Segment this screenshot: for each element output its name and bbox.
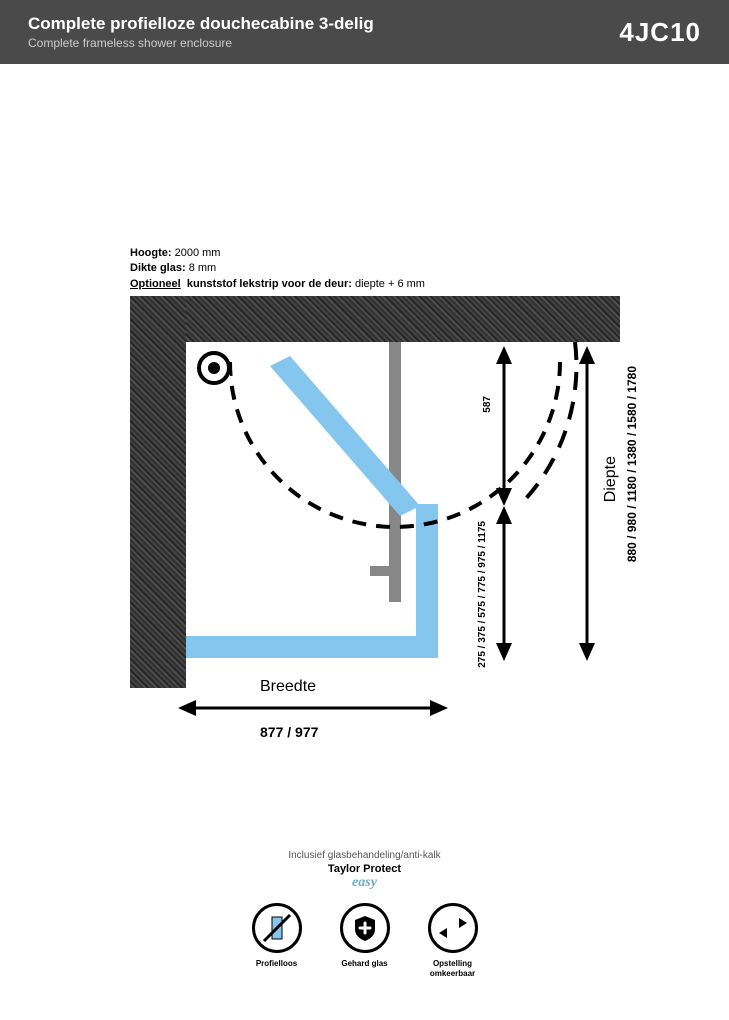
profileless-icon (252, 903, 302, 953)
dim-swing-value: 587 (482, 396, 493, 413)
spec-optional: Optioneel kunststof lekstrip voor de deu… (130, 277, 425, 292)
header-bar: Complete profielloze douchecabine 3-deli… (0, 0, 729, 64)
footer-icons-row: Profielloos Gehard glas (0, 903, 729, 978)
dim-diepte-arrow (575, 346, 599, 661)
spec-block: Hoogte: 2000 mm Dikte glas: 8 mm Optione… (130, 246, 425, 292)
spec-height: Hoogte: 2000 mm (130, 246, 425, 261)
dim-diepte-label: Diepte (602, 456, 620, 502)
footer-brand: Taylor Protect easy (0, 863, 729, 891)
spec-optional-text: kunststof lekstrip voor de deur: (187, 278, 352, 290)
spec-optional-value: diepte + 6 mm (355, 278, 425, 290)
product-code: 4JC10 (619, 17, 701, 48)
header-code: 4JC10 (619, 17, 701, 48)
icon-col-reversible: Opstelling omkeerbaar (418, 903, 488, 978)
spec-height-value: 2000 mm (175, 247, 221, 259)
product-title: Complete profielloze douchecabine 3-deli… (28, 14, 374, 34)
footer-brand-main: Taylor Protect (328, 863, 401, 875)
dim-diepte-values: 880 / 980 / 1180 / 1380 / 1580 / 1780 (625, 366, 639, 562)
wall-left (130, 296, 186, 688)
dim-breedte-arrow (178, 696, 448, 720)
header-titles: Complete profielloze douchecabine 3-deli… (28, 14, 374, 50)
post-shelf (370, 566, 400, 576)
footer-inclusive: Inclusief glasbehandeling/anti-kalk (0, 850, 729, 861)
spec-optional-label: Optioneel (130, 278, 181, 290)
diagram-area: Breedte 877 / 977 587 275 / 375 / 575 / … (130, 296, 650, 736)
spec-thickness-label: Dikte glas: (130, 262, 186, 274)
spec-height-label: Hoogte: (130, 247, 172, 259)
spec-thickness-value: 8 mm (189, 262, 217, 274)
wall-top (130, 296, 620, 342)
icon-label-tempered: Gehard glas (341, 959, 387, 969)
icon-label-reversible: Opstelling omkeerbaar (418, 959, 488, 978)
tempered-glass-icon (340, 903, 390, 953)
icon-col-profileless: Profielloos (242, 903, 312, 978)
product-subtitle: Complete frameless shower enclosure (28, 36, 374, 50)
dim-inner-depth-arrow (492, 506, 516, 661)
dim-inner-depth-values: 275 / 375 / 575 / 775 / 975 / 1175 (477, 521, 488, 668)
shower-head-icon (196, 350, 232, 386)
spec-thickness: Dikte glas: 8 mm (130, 261, 425, 276)
footer: Inclusief glasbehandeling/anti-kalk Tayl… (0, 850, 729, 978)
dim-breedte-label: Breedte (260, 678, 316, 696)
dim-breedte-values: 877 / 977 (260, 724, 318, 740)
footer-brand-sub: easy (352, 875, 377, 890)
dim-swing-arrow (492, 346, 516, 506)
icon-label-profileless: Profielloos (256, 959, 297, 969)
icon-col-tempered: Gehard glas (330, 903, 400, 978)
glass-bottom (186, 636, 438, 658)
reversible-icon (428, 903, 478, 953)
